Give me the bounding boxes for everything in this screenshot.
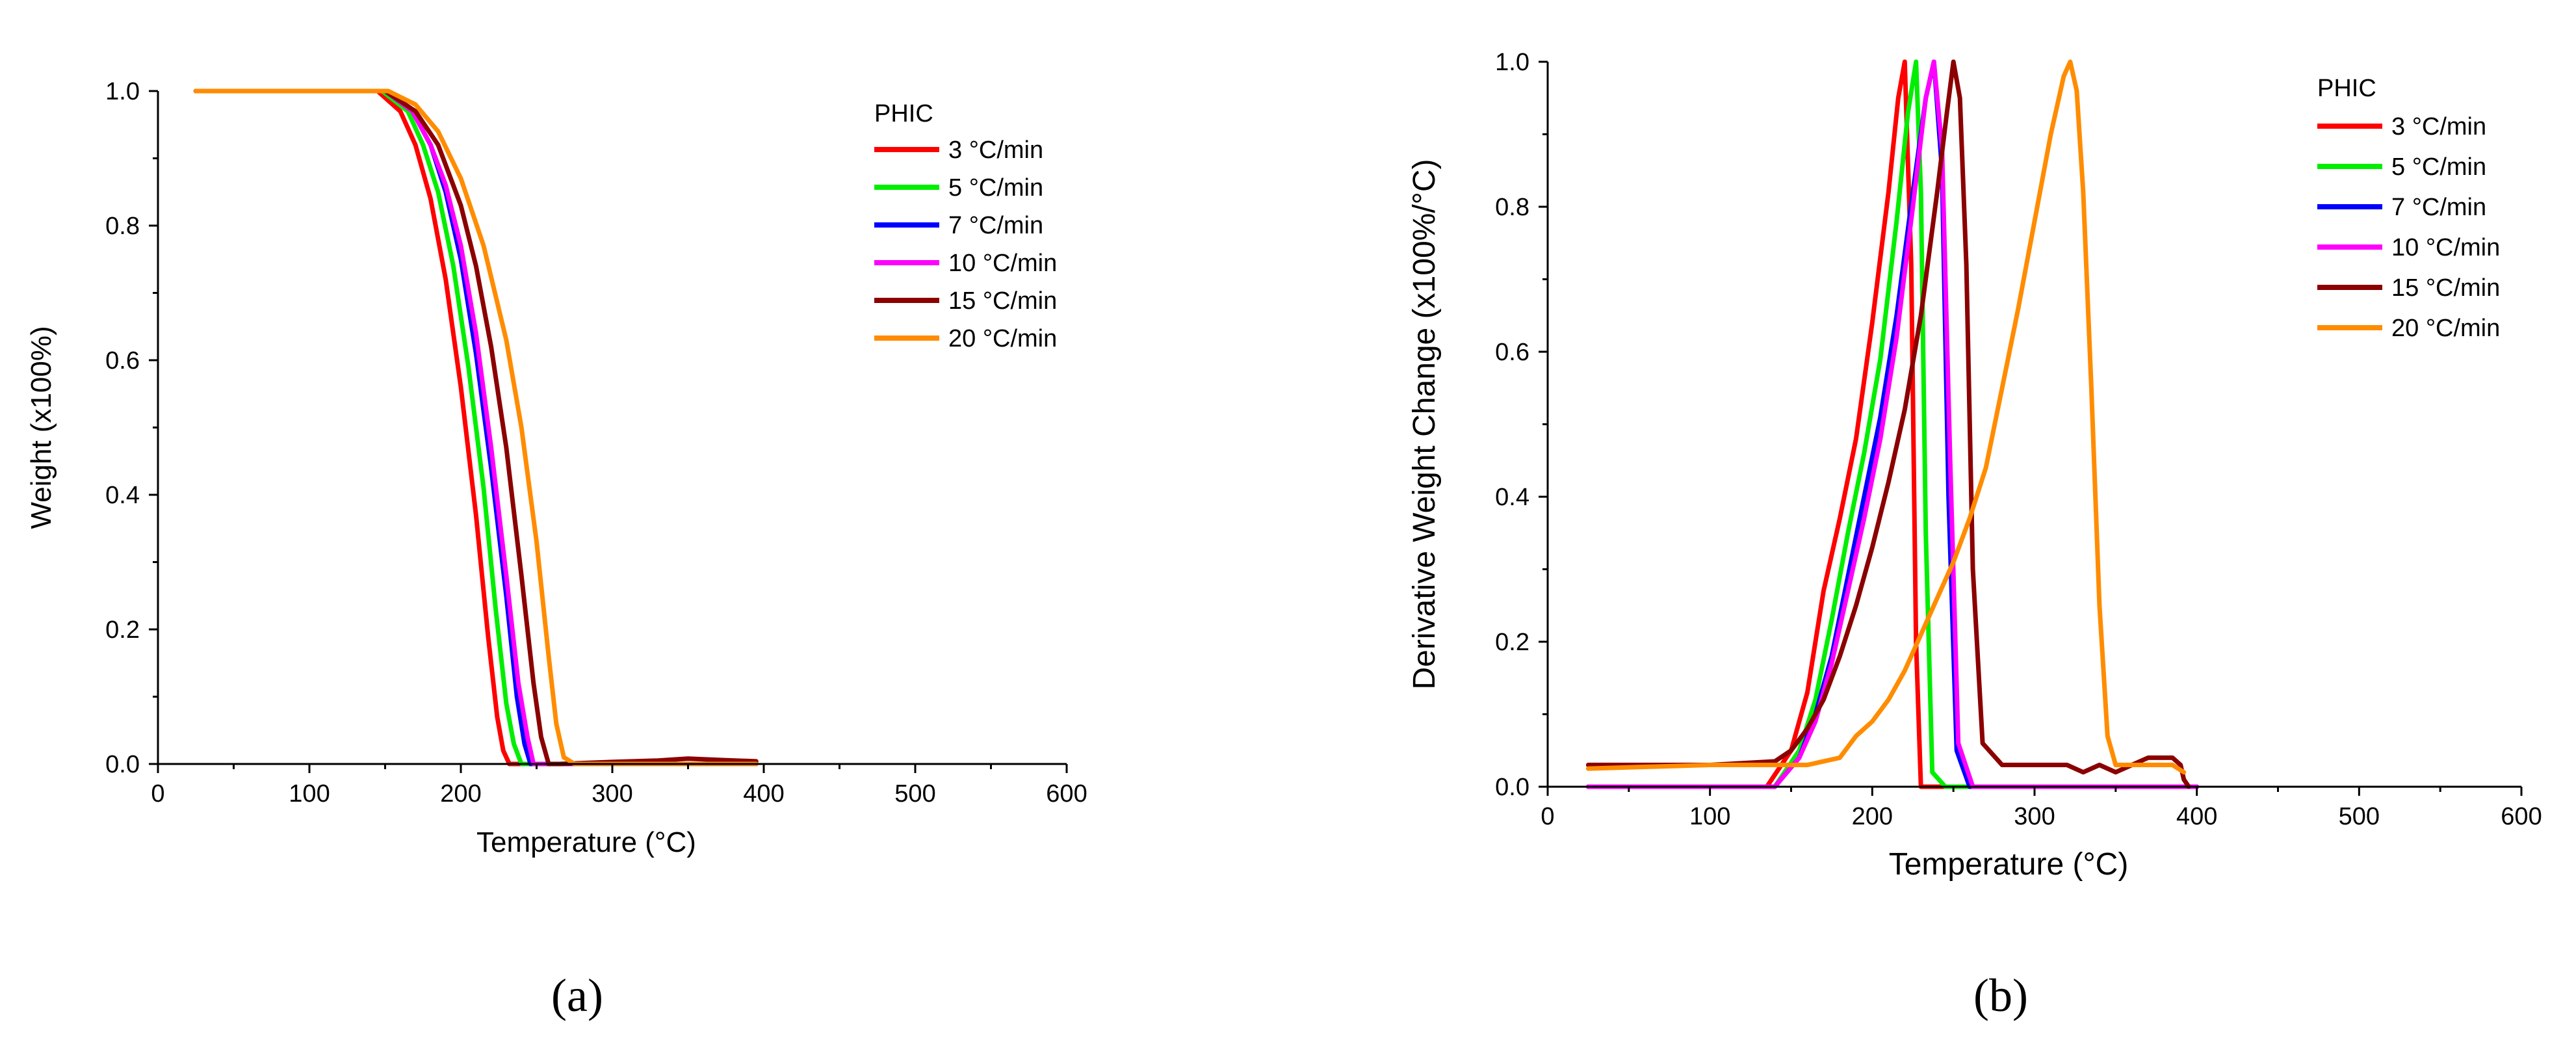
panel-b-legend-entry: 5 °C/min xyxy=(2391,153,2486,181)
panel-b-x-tick-label: 500 xyxy=(2339,803,2380,830)
chart-panel-a: 0 100 200 300 400 500 600 0.0 0.2 0.4 0.6 0.8 1.0 Tem… xyxy=(25,78,1087,1021)
panel-a-series-line-5 xyxy=(193,88,759,767)
panel-b-caption: (b) xyxy=(1973,969,2028,1021)
panel-b-x-tick-label: 600 xyxy=(2501,803,2542,830)
panel-a-y-tick-label: 0.4 xyxy=(105,482,140,509)
panel-a-x-tick-label: 200 xyxy=(440,780,481,808)
panel-b-y-tick-label: 0.8 xyxy=(1495,194,1529,221)
panel-a-y-tick-label: 0.2 xyxy=(105,616,140,644)
panel-b-legend-entry: 15 °C/min xyxy=(2391,274,2500,302)
panel-a-y-tick-label: 0.6 xyxy=(105,347,140,375)
panel-b-legend-entry: 7 °C/min xyxy=(2391,194,2486,221)
panel-a-y-tick-label: 1.0 xyxy=(105,78,140,105)
panel-a-legend-title: PHIC xyxy=(874,100,933,127)
panel-b-x-tick-label: 300 xyxy=(2014,803,2055,830)
panel-b-y-tick-label: 1.0 xyxy=(1495,49,1529,76)
panel-b-y-axis-label: Derivative Weight Change (x100%/°C) xyxy=(1407,159,1442,690)
panel-a-caption: (a) xyxy=(551,969,603,1021)
panel-b-series-line-0 xyxy=(1585,59,2200,789)
panel-a-x-tick-label: 500 xyxy=(894,780,935,808)
panel-a-y-axis-label: Weight (x100%) xyxy=(25,326,57,529)
panel-b-x-tick-label: 0 xyxy=(1541,803,1554,830)
panel-b-series-line-3 xyxy=(1585,59,2200,789)
panel-a-legend-entry: 10 °C/min xyxy=(948,250,1057,277)
chart-panel-b: 0 100 200 300 400 500 600 0.0 0.2 0.4 0.6 0.8 1.0 Tem… xyxy=(1407,49,2542,1021)
panel-b-x-axis-label: Temperature (°C) xyxy=(1889,847,2129,882)
panel-b-y-tick-label: 0.4 xyxy=(1495,484,1529,511)
panel-a-x-tick-label: 400 xyxy=(743,780,784,808)
panel-a-x-tick-label: 0 xyxy=(151,780,164,808)
panel-a-legend-entry: 3 °C/min xyxy=(948,137,1043,164)
panel-a-series-line-1 xyxy=(193,88,759,767)
panel-b-y-tick-label: 0.0 xyxy=(1495,774,1529,801)
panel-b-legend-entry: 10 °C/min xyxy=(2391,234,2500,261)
panel-b-legend-entry: 20 °C/min xyxy=(2391,315,2500,342)
panel-b-y-tick-label: 0.2 xyxy=(1495,629,1529,656)
panel-b-series-line-5 xyxy=(1585,59,2187,775)
panel-b-legend-title: PHIC xyxy=(2317,75,2376,102)
panel-b-legend-entry: 3 °C/min xyxy=(2391,113,2486,140)
panel-a-legend-entry: 15 °C/min xyxy=(948,287,1057,315)
panel-a-y-tick-label: 0.0 xyxy=(105,751,140,778)
panel-b-x-tick-label: 400 xyxy=(2176,803,2217,830)
panel-a-legend-entry: 5 °C/min xyxy=(948,174,1043,202)
panel-a-legend-entry: 20 °C/min xyxy=(948,325,1057,352)
panel-b-x-tick-label: 200 xyxy=(1852,803,1893,830)
panel-b-x-tick-label: 100 xyxy=(1689,803,1730,830)
panel-a-x-tick-label: 600 xyxy=(1046,780,1087,808)
panel-a-x-tick-label: 100 xyxy=(289,780,330,808)
panel-a-x-tick-label: 300 xyxy=(592,780,632,808)
panel-a-x-axis-label: Temperature (°C) xyxy=(476,826,696,858)
panel-a-y-tick-label: 0.8 xyxy=(105,213,140,240)
panel-b-y-tick-label: 0.6 xyxy=(1495,339,1529,366)
panel-a-series-line-4 xyxy=(193,88,759,767)
panel-a-legend-entry: 7 °C/min xyxy=(948,212,1043,239)
